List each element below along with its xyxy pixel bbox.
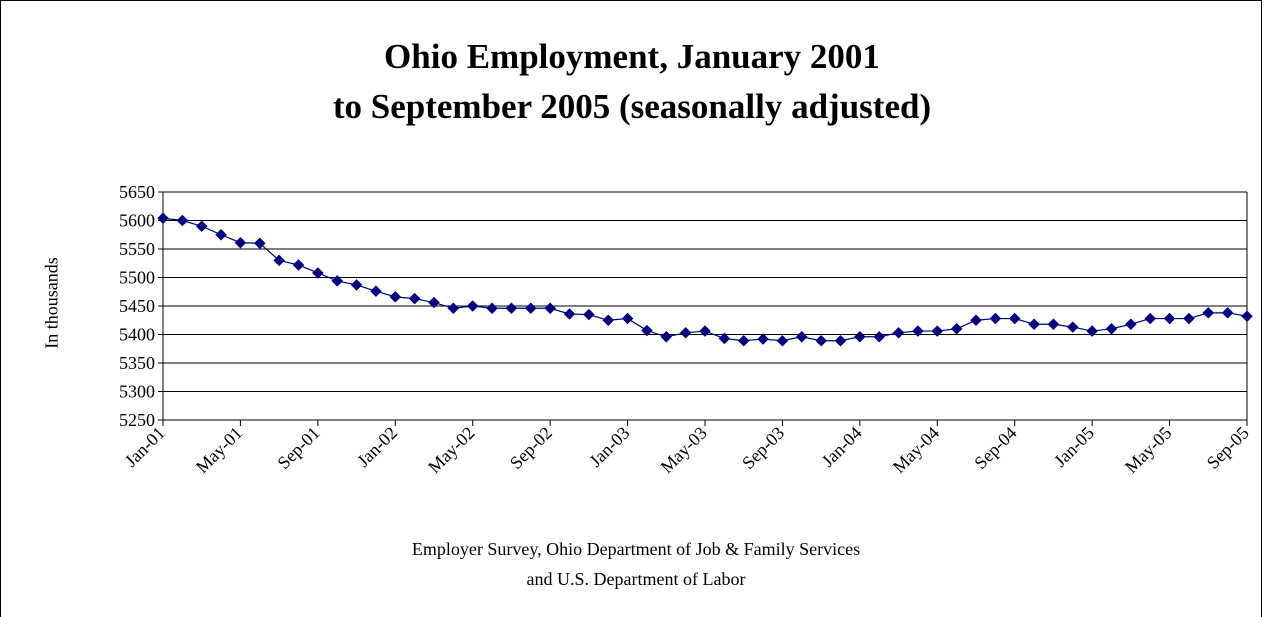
- data-point: [331, 275, 344, 287]
- data-point: [679, 326, 692, 339]
- data-point: [215, 228, 227, 241]
- series-layer: [157, 212, 1253, 347]
- data-point: [737, 334, 750, 347]
- data-point: [505, 302, 518, 315]
- data-point: [621, 312, 634, 325]
- data-point: [660, 330, 673, 343]
- source-line-2: and U.S. Department of Labor: [526, 569, 746, 589]
- data-point: [157, 212, 169, 225]
- data-point: [641, 324, 653, 337]
- data-point: [815, 334, 827, 347]
- data-point: [389, 291, 402, 303]
- data-point: [602, 314, 615, 327]
- chart-title-line-2: to September 2005 (seasonally adjusted): [332, 87, 932, 126]
- x-tick-label: Sep-03: [738, 423, 788, 473]
- data-point: [1086, 325, 1098, 337]
- data-point: [447, 302, 460, 315]
- y-tick-label: 5550: [119, 239, 155, 259]
- y-tick-label: 5250: [119, 410, 155, 430]
- chart-title-line-1: Ohio Employment, January 2001: [384, 37, 880, 76]
- data-point: [1028, 318, 1040, 331]
- data-point: [1125, 318, 1137, 331]
- x-tick-label: Sep-05: [1203, 423, 1253, 473]
- x-tick-label: May-05: [1121, 423, 1175, 477]
- data-point: [1144, 312, 1157, 325]
- y-tick-label: 5450: [119, 296, 155, 316]
- x-tick-label: Jan-05: [1050, 423, 1098, 471]
- x-tick-label: May-02: [424, 423, 478, 477]
- y-tick-label: 5500: [119, 268, 155, 288]
- axes: [158, 191, 1248, 426]
- data-point: [234, 236, 247, 249]
- data-point: [931, 325, 944, 337]
- data-point: [583, 308, 595, 321]
- data-point: [795, 330, 808, 343]
- data-point: [873, 330, 886, 343]
- data-point: [854, 330, 866, 343]
- data-point: [912, 325, 924, 337]
- x-tick-label: May-01: [192, 423, 246, 477]
- data-point: [1066, 321, 1079, 333]
- data-point: [563, 308, 576, 320]
- data-point: [312, 267, 324, 279]
- data-point: [408, 292, 421, 305]
- x-tick-label: Jan-02: [353, 423, 401, 471]
- data-point: [1183, 312, 1195, 325]
- y-tick-label: 5350: [119, 353, 155, 373]
- x-tick-label: May-03: [656, 423, 710, 477]
- data-point: [195, 220, 208, 233]
- x-tick-label: Jan-03: [585, 423, 633, 471]
- data-point: [1241, 310, 1253, 323]
- data-point: [544, 302, 556, 315]
- data-point: [466, 300, 479, 312]
- source-line-1: Employer Survey, Ohio Department of Job …: [411, 539, 861, 559]
- data-point: [1221, 306, 1234, 319]
- data-point: [757, 333, 769, 345]
- data-point: [350, 279, 363, 291]
- grid-lines: [163, 191, 1247, 421]
- data-point: [253, 237, 266, 250]
- data-point: [989, 312, 1002, 325]
- data-point: [892, 326, 905, 339]
- y-tick-label: 5600: [119, 211, 155, 231]
- x-tick-label: Jan-04: [818, 423, 866, 471]
- x-tick-label: May-04: [889, 423, 943, 477]
- data-point: [176, 214, 189, 227]
- data-point: [699, 325, 711, 337]
- data-point: [524, 302, 537, 315]
- data-point: [1202, 306, 1215, 319]
- x-tick-label: Sep-01: [273, 423, 323, 473]
- y-tick-label: 5650: [119, 182, 155, 202]
- y-tick-label: 5300: [119, 382, 155, 402]
- data-point: [1163, 312, 1176, 325]
- data-point: [1047, 318, 1060, 331]
- data-point: [1008, 312, 1021, 325]
- data-point: [486, 302, 498, 315]
- chart-title: Ohio Employment, January 2001 to Septemb…: [0, 32, 1264, 132]
- data-point: [1105, 322, 1118, 335]
- x-tick-labels: Jan-01 May-01 Sep-01 Jan-02 May-02 Sep-02 Jan-…: [121, 423, 1253, 477]
- x-tick-label: Sep-02: [506, 423, 556, 473]
- series-line: [162, 217, 1248, 342]
- data-point: [428, 296, 440, 309]
- data-point: [292, 259, 305, 271]
- data-point: [718, 332, 731, 345]
- data-point: [970, 314, 982, 327]
- x-tick-label: Sep-04: [970, 423, 1020, 473]
- data-point: [776, 334, 789, 347]
- data-point: [834, 334, 847, 347]
- data-point: [273, 254, 285, 267]
- y-tick-labels: 5250 5300 5350 5400 5450 5500 5550 5600 5650: [119, 182, 155, 430]
- y-tick-label: 5400: [119, 325, 155, 345]
- data-point: [950, 322, 963, 335]
- data-point: [370, 285, 382, 298]
